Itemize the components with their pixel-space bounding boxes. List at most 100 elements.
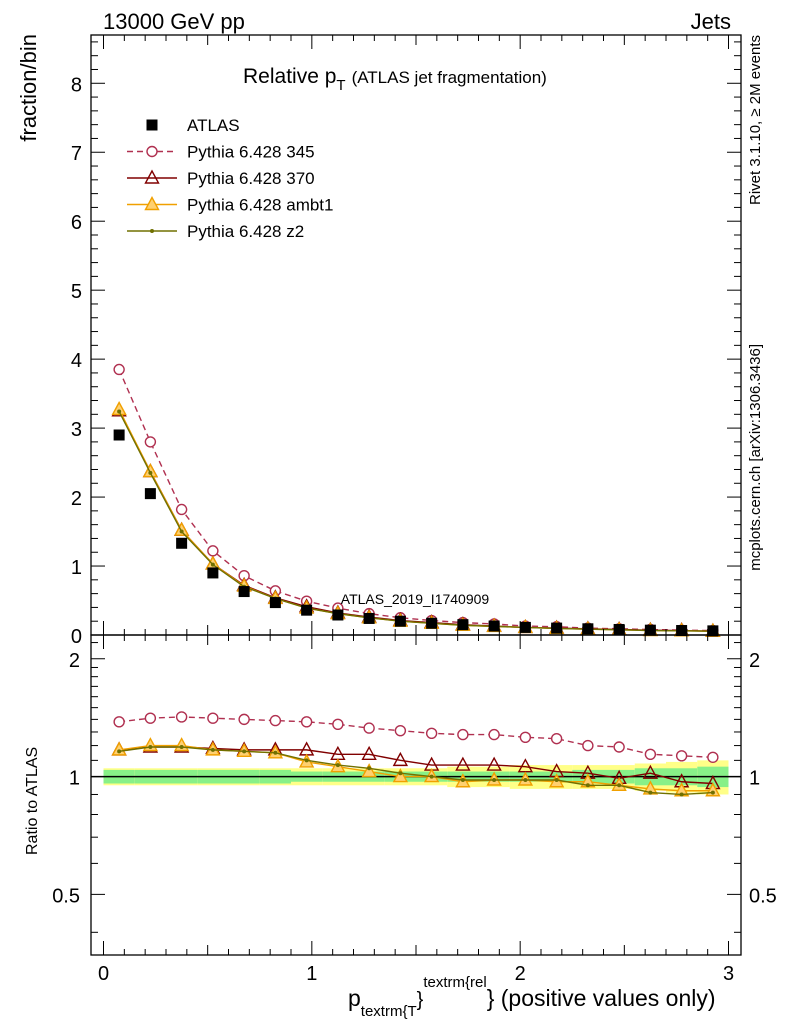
series-0-main-point: [488, 620, 500, 632]
series-0-main-point: [207, 567, 219, 579]
ratio-tick-label-right: 2: [749, 650, 760, 672]
series-4-ratio-point: [679, 792, 684, 797]
series-0-main-point: [644, 624, 656, 636]
series-0-main-point: [394, 615, 406, 627]
watermark: ATLAS_2019_I1740909: [341, 591, 490, 607]
series-1-ratio-point: [269, 714, 282, 727]
x-axis-label-close: }: [417, 989, 424, 1011]
series-0-main-point: [426, 617, 438, 629]
legend-entry-4-label: Pythia 6.428 z2: [187, 222, 304, 241]
y-tick-label: 5: [71, 281, 82, 303]
series-4-main-point: [117, 409, 122, 414]
series-4-ratio-point: [179, 745, 184, 749]
main-y-ticks: 0 1 2 3 4 5 6 7 8: [71, 41, 741, 648]
series-0-main-point: [144, 488, 156, 500]
x-axis-label: ptextrm{T}textrm{rel} (positive values o…: [348, 974, 716, 1020]
series-4-main-point: [148, 470, 153, 475]
series-1-ratio-point: [488, 728, 500, 741]
series-0-main-point: [269, 597, 281, 609]
series-1-ratio-point: [457, 728, 469, 741]
series-1-ratio-point: [613, 741, 625, 753]
ratio-series: [111, 711, 721, 797]
series-0-main-point: [113, 429, 125, 441]
legend-entry-2-label: Pythia 6.428 370: [187, 169, 315, 188]
series-1-main-point: [144, 436, 157, 448]
series-2-ratio-point: [455, 756, 471, 771]
series-0-main-point: [238, 586, 250, 598]
x-tick-label: 3: [723, 963, 734, 985]
series-3-ratio-point: [361, 763, 377, 778]
series-0-main-point: [332, 609, 344, 621]
series-4-ratio-point: [617, 783, 622, 788]
legend-entry-1-label: Pythia 6.428 345: [187, 143, 315, 162]
series-4-ratio-point: [460, 777, 465, 782]
header-right: Jets: [691, 9, 731, 34]
ratio-tick-label-left: 2: [69, 650, 80, 672]
chart-title: Relative pT (ATLAS jet fragmentation): [243, 65, 547, 94]
x-tick-label: 2: [515, 963, 526, 985]
series-4-ratio-point: [492, 777, 497, 782]
series-1-ratio-point: [707, 751, 719, 764]
x-axis-label-sub: textrm{T: [361, 1003, 417, 1020]
series-3-main-point: [142, 463, 159, 478]
series-0-main-point: [301, 604, 313, 616]
series-0-main-point: [519, 621, 531, 633]
series-4-main-point: [179, 529, 184, 534]
series-1-ratio-point: [175, 711, 188, 723]
series-1-ratio-point: [144, 712, 157, 724]
y-tick-label: 4: [71, 350, 82, 372]
series-4-ratio-point: [304, 758, 309, 763]
series-0-main-point: [363, 612, 375, 624]
x-ticks: 0 1 2 3: [98, 35, 734, 985]
series-1-ratio-point: [113, 716, 125, 728]
series-0-main-point: [582, 623, 594, 635]
series-4-ratio-point: [585, 783, 590, 788]
side-label-source: mcplots.cern.ch [arXiv:1306.3436]: [747, 344, 764, 571]
series-4-ratio-point: [335, 763, 340, 768]
y-tick-label: 8: [71, 74, 82, 96]
series-4-ratio-point: [210, 747, 215, 752]
series-4-ratio-point: [523, 777, 528, 782]
series-3-ratio-point: [111, 741, 127, 756]
series-1-ratio-point: [550, 732, 563, 745]
ratio-y-ticks: 0.5 0.5 1 1 2 2: [52, 642, 777, 933]
series-4-main-point: [210, 562, 215, 567]
x-axis-label-sup: textrm{rel: [423, 974, 486, 991]
y-tick-label: 3: [71, 419, 82, 441]
series-4-ratio-point: [554, 777, 559, 782]
legend-entry-1-marker: [146, 145, 158, 158]
series-1-ratio-point: [582, 739, 594, 752]
legend-entry-0-label: ATLAS: [187, 116, 240, 135]
series-0-main-point: [676, 625, 688, 637]
series-4-ratio-point: [398, 771, 403, 776]
ratio-tick-label-right: 1: [749, 768, 760, 790]
y-tick-label: 6: [71, 212, 82, 234]
series-1-main-point: [175, 503, 188, 516]
x-tick-label: 0: [98, 963, 109, 985]
series-2-ratio-point: [361, 745, 377, 760]
series-1-main-point: [113, 363, 125, 376]
x-axis-label-p: p: [348, 985, 361, 1011]
legend: ATLAS Pythia 6.428 345 Pythia 6.428 370 Pyt…: [127, 116, 333, 241]
legend-entry-0-marker: [146, 119, 158, 131]
chart-title-rest: (ATLAS jet fragmentation): [352, 68, 547, 87]
series-0-main-point: [551, 622, 563, 634]
series-4-ratio-point: [648, 790, 653, 795]
series-4-ratio-point: [367, 766, 372, 771]
series-1-ratio-point: [675, 750, 688, 762]
chart-title-main: Relative p: [243, 65, 336, 88]
series-1-main-point: [207, 545, 219, 557]
x-tick-label: 1: [306, 963, 317, 985]
ratio-tick-label-right: 0.5: [749, 885, 777, 907]
series-2-ratio-point: [486, 756, 502, 771]
legend-entry-2-marker: [144, 169, 160, 184]
legend-entry-3-marker: [144, 196, 160, 211]
series-1-ratio-point: [238, 713, 250, 726]
series-1-ratio-point: [425, 727, 438, 739]
series-4-ratio-point: [242, 749, 247, 754]
y-tick-label: 2: [71, 488, 82, 510]
series-0-main-point: [707, 625, 719, 637]
series-3-ratio-point: [392, 768, 409, 783]
series-1-ratio-point: [644, 748, 657, 760]
